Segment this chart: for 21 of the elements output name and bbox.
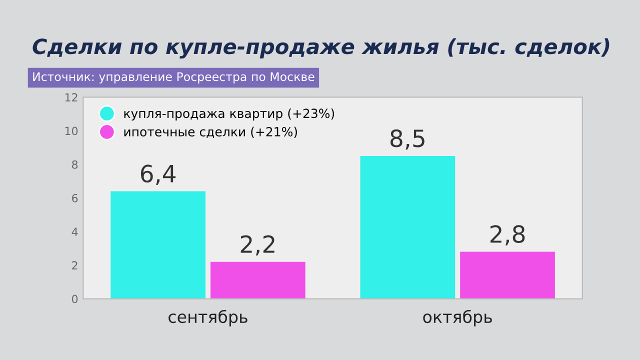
data-label: 2,8 xyxy=(490,225,525,246)
bar xyxy=(460,252,555,299)
bar xyxy=(210,262,306,299)
y-tick-label: 6 xyxy=(72,194,78,202)
chart-subtitle: Источник: управление Росреестра по Москве xyxy=(33,72,314,84)
bar xyxy=(110,191,206,299)
bar xyxy=(360,156,456,299)
y-tick-label: 12 xyxy=(65,93,78,102)
data-label: 6,4 xyxy=(140,164,176,185)
x-tick-label: сентябрь xyxy=(168,310,248,326)
y-tick-label: 4 xyxy=(72,228,78,236)
y-tick-label: 8 xyxy=(72,160,78,169)
x-tick-label: октябрь xyxy=(423,310,492,326)
y-tick-label: 0 xyxy=(72,294,78,304)
legend-label: купля-продажа квартир (+23%) xyxy=(124,108,334,121)
legend-label: ипотечные сделки (+21%) xyxy=(124,126,297,138)
data-label: 8,5 xyxy=(390,129,424,150)
y-tick-label: 2 xyxy=(72,261,78,270)
data-label: 2,2 xyxy=(240,235,274,256)
chart-title: Сделки по купле-продаже жилья (тыс. сделок) xyxy=(32,38,610,58)
y-tick-label: 10 xyxy=(65,126,78,136)
